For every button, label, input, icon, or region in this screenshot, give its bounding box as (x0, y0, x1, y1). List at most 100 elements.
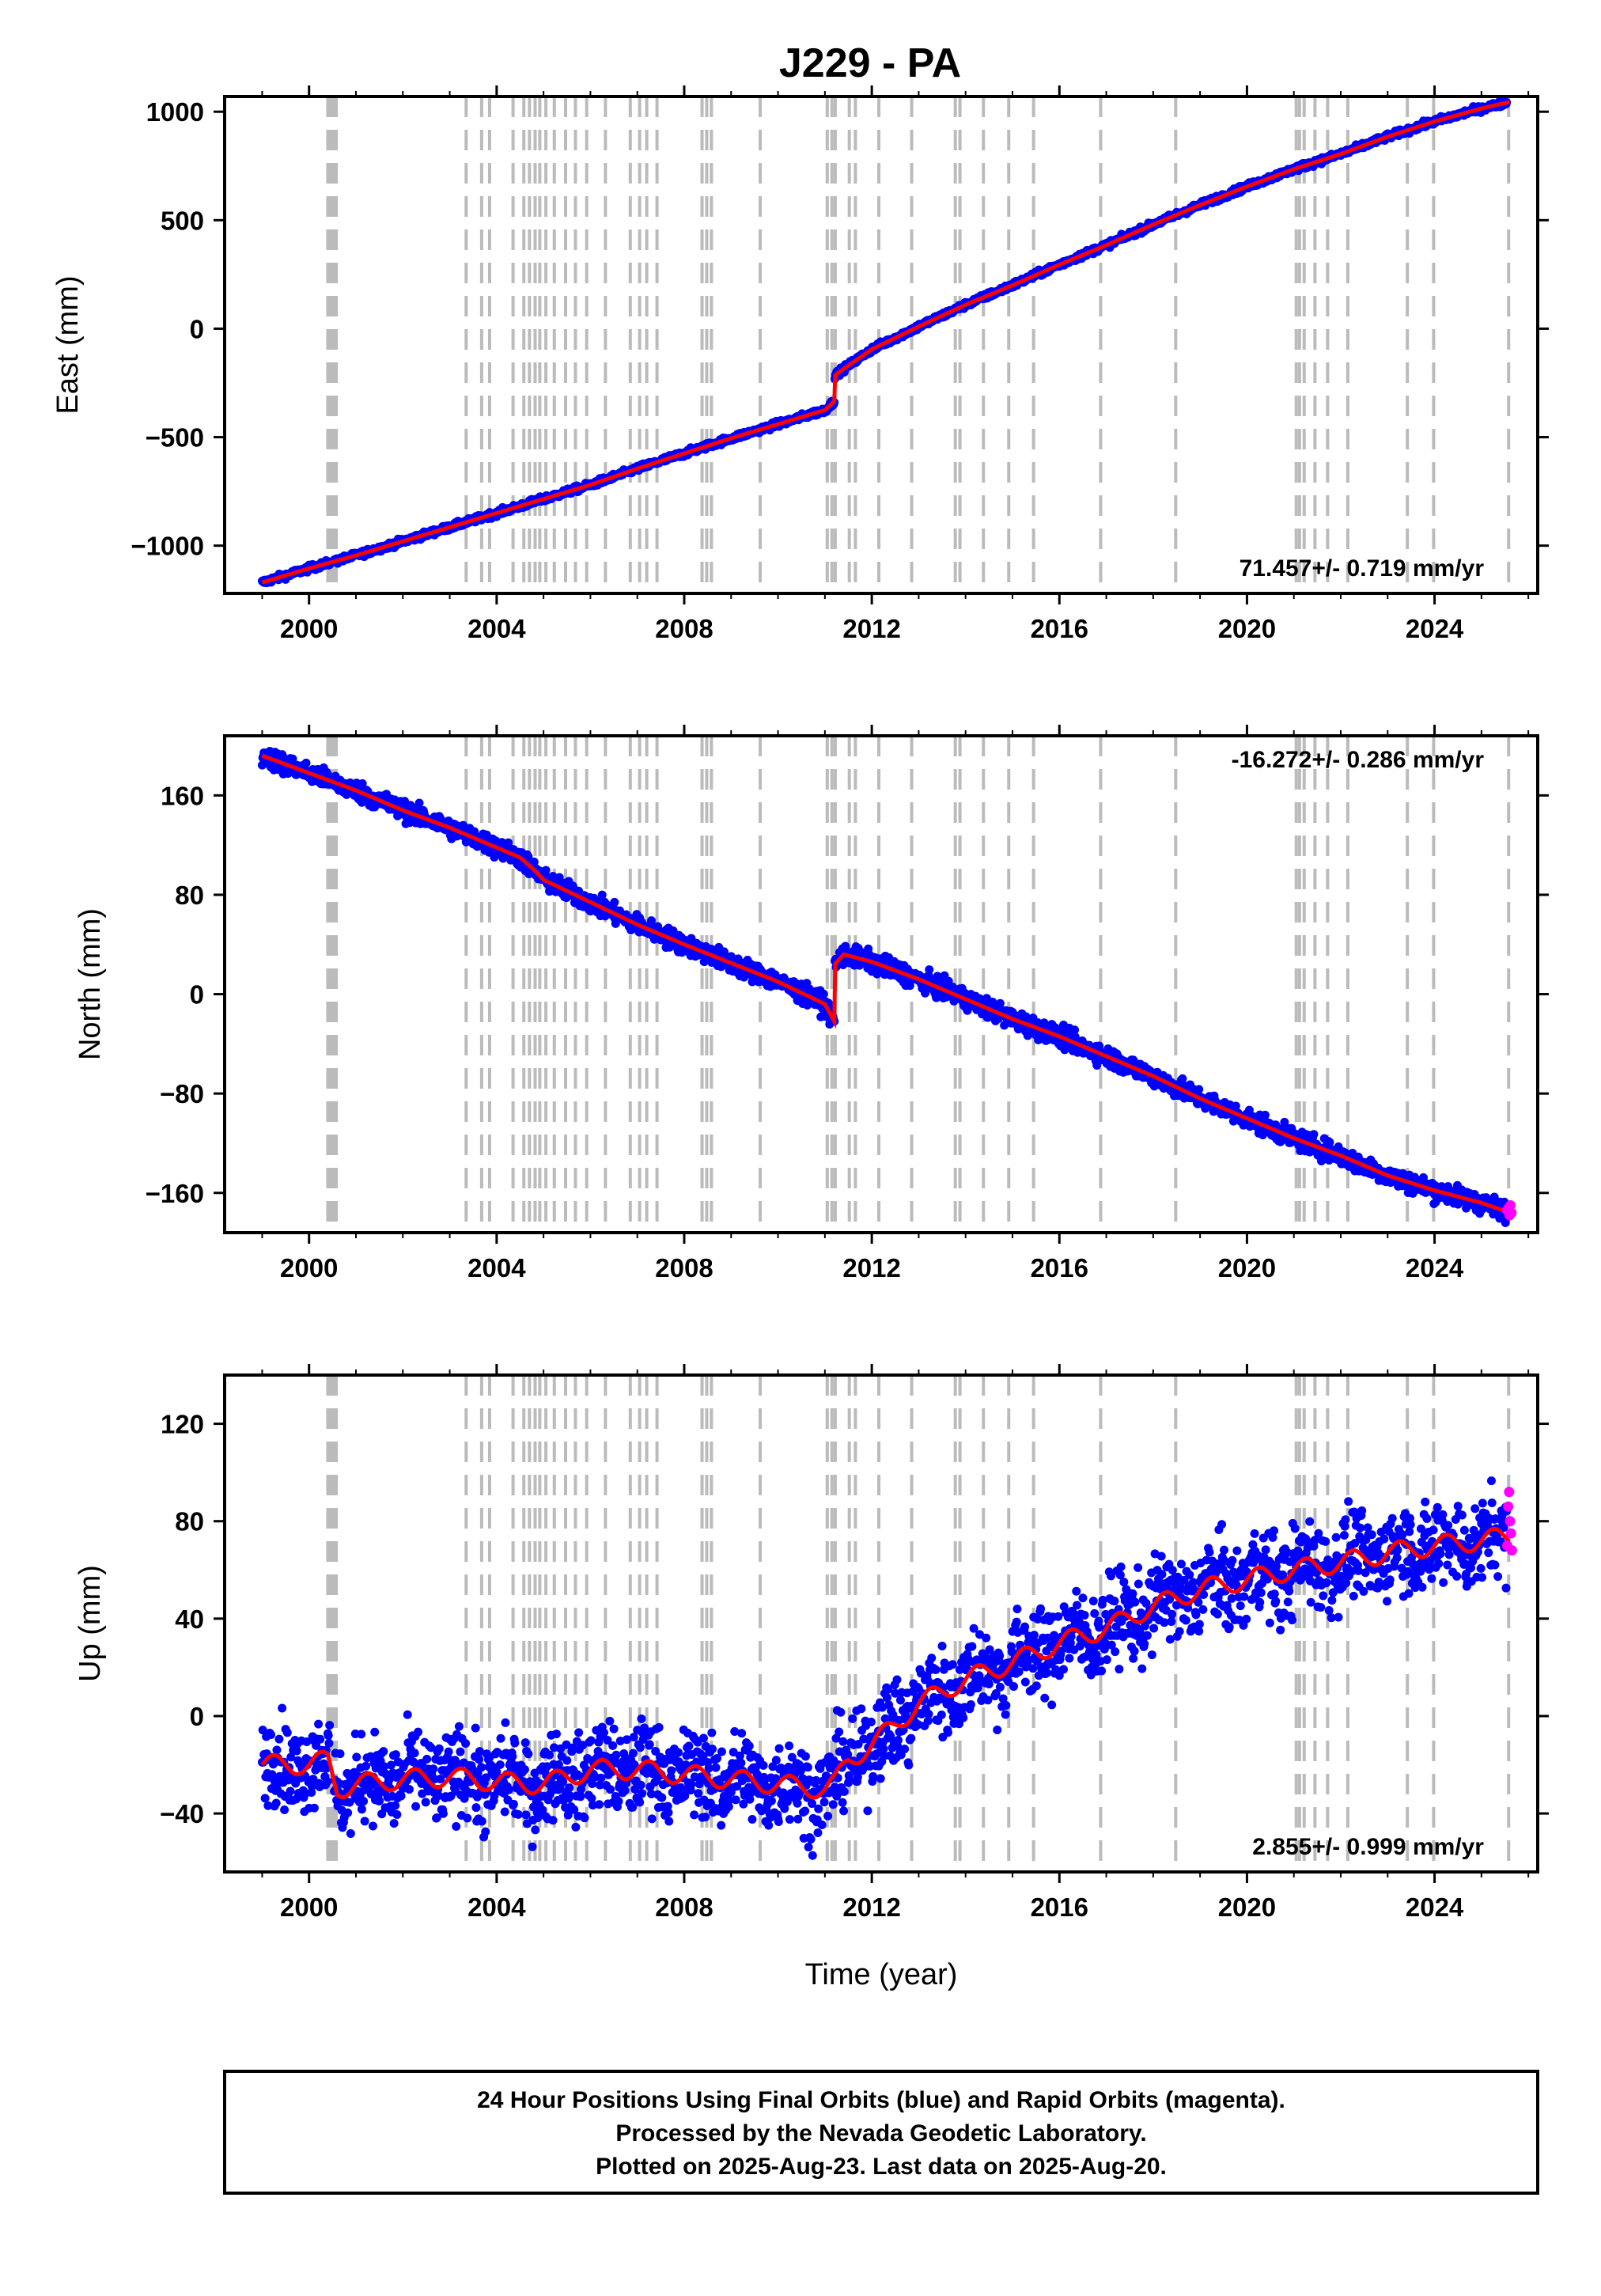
data-point (471, 1723, 480, 1733)
x-tick-label: 2016 (1031, 1253, 1088, 1283)
data-point (477, 1763, 486, 1772)
y-tick-label: 80 (175, 881, 204, 910)
y-tick-label: 0 (190, 314, 204, 343)
data-point (272, 1745, 282, 1755)
data-point (1039, 1018, 1049, 1028)
data-point (411, 1802, 421, 1811)
data-point (286, 1786, 295, 1796)
data-point (278, 1703, 287, 1713)
data-point (438, 1809, 448, 1818)
data-point (481, 1827, 490, 1836)
data-point (391, 1801, 400, 1810)
data-point (819, 989, 828, 998)
data-point (421, 1798, 430, 1807)
y-tick-label: 0 (190, 980, 204, 1010)
y-axis-label: North (mm) (74, 908, 107, 1060)
panel-frame (223, 95, 1539, 595)
data-point (316, 1734, 325, 1744)
data-point (461, 1739, 471, 1749)
data-point (314, 1719, 324, 1729)
y-tick-label: −160 (146, 1179, 204, 1208)
x-tick-label: 2016 (1031, 614, 1088, 643)
data-point (392, 1810, 402, 1820)
data-point (1309, 1130, 1319, 1139)
data-point (410, 1749, 419, 1758)
data-point (346, 1828, 355, 1838)
x-tick-label: 2020 (1218, 1253, 1276, 1283)
final-orbit-points (257, 1476, 1512, 1860)
panels: 2000 2004 2008 2012 2016 2020 202410005000−500… (51, 85, 1549, 1991)
x-tick-label: 2000 (280, 1253, 338, 1283)
data-point (403, 1710, 412, 1719)
data-point (271, 1798, 281, 1808)
data-point (541, 866, 551, 875)
rate-label: -16.272+/- 0.286 mm/yr (1232, 747, 1485, 773)
final-orbit-points (257, 746, 1512, 1228)
data-point (335, 1749, 345, 1759)
data-point (475, 1755, 484, 1764)
data-point (597, 890, 607, 900)
x-tick-label: 2008 (655, 614, 713, 643)
rate-label: 71.457+/- 0.719 mm/yr (1240, 555, 1485, 582)
data-point (610, 897, 619, 907)
data-point (324, 1731, 333, 1741)
data-point (454, 1722, 464, 1731)
y-tick-label: 1000 (146, 97, 204, 127)
data-point (429, 1764, 438, 1774)
data-point (280, 1805, 290, 1814)
panel-0: 2000 2004 2008 2012 2016 2020 202410005000−500… (51, 85, 1549, 643)
data-point (529, 857, 539, 866)
x-tick-label: 2020 (1218, 614, 1276, 643)
x-tick-label: 2004 (467, 614, 526, 643)
data-point (470, 827, 479, 836)
data-point (352, 1752, 361, 1762)
data-point (414, 1727, 423, 1737)
data-point (343, 1808, 353, 1817)
data-point (375, 1796, 384, 1805)
data-point (361, 1761, 371, 1771)
panel-1: 2000 2004 2008 2012 2016 2020 2024160800−80−16… (74, 725, 1549, 1283)
y-tick-label: −80 (160, 1079, 204, 1108)
data-point (379, 1747, 388, 1756)
data-point (444, 1747, 453, 1756)
data-point (452, 1821, 461, 1831)
x-ticks: 2000 2004 2008 2012 2016 2020 2024 (261, 85, 1530, 643)
data-point (357, 1730, 366, 1739)
rapid-point (1506, 1207, 1517, 1218)
data-point (396, 1791, 406, 1801)
data-point (368, 1821, 377, 1831)
data-point (414, 798, 424, 808)
data-point (404, 1785, 414, 1794)
y-tick-label: −1000 (131, 532, 204, 561)
data-point (323, 1777, 332, 1786)
x-tick-label: 2004 (467, 1253, 526, 1283)
data-point (282, 1728, 292, 1737)
panel-2: 2000 2004 2008 2012 2016 2020 202412080400−40U… (74, 1364, 1549, 1922)
data-point (456, 1747, 465, 1756)
data-point (325, 1721, 335, 1730)
data-point (309, 1803, 319, 1813)
data-point (471, 1803, 481, 1813)
chart-title: J229 - PA (779, 40, 961, 86)
x-tick-label: 2012 (842, 614, 900, 643)
x-tick-label: 2000 (280, 614, 338, 643)
x-tick-label: 2024 (1406, 614, 1464, 643)
data-point (370, 1727, 380, 1737)
y-axis-label: East (mm) (51, 275, 85, 414)
data-point (995, 998, 1005, 1008)
data-point (301, 758, 311, 767)
model-line (261, 100, 1510, 585)
data-point (434, 1744, 444, 1753)
x-tick-label: 2012 (842, 1253, 900, 1283)
data-point (925, 965, 934, 975)
data-point (359, 1797, 369, 1806)
data-point (463, 1813, 472, 1823)
y-tick-label: −500 (146, 423, 204, 453)
data-point (477, 1817, 486, 1826)
data-point (360, 1817, 369, 1826)
x-tick-label: 2024 (1406, 1253, 1464, 1283)
data-point (324, 1738, 334, 1748)
x-tick-label: 2008 (655, 1253, 713, 1283)
